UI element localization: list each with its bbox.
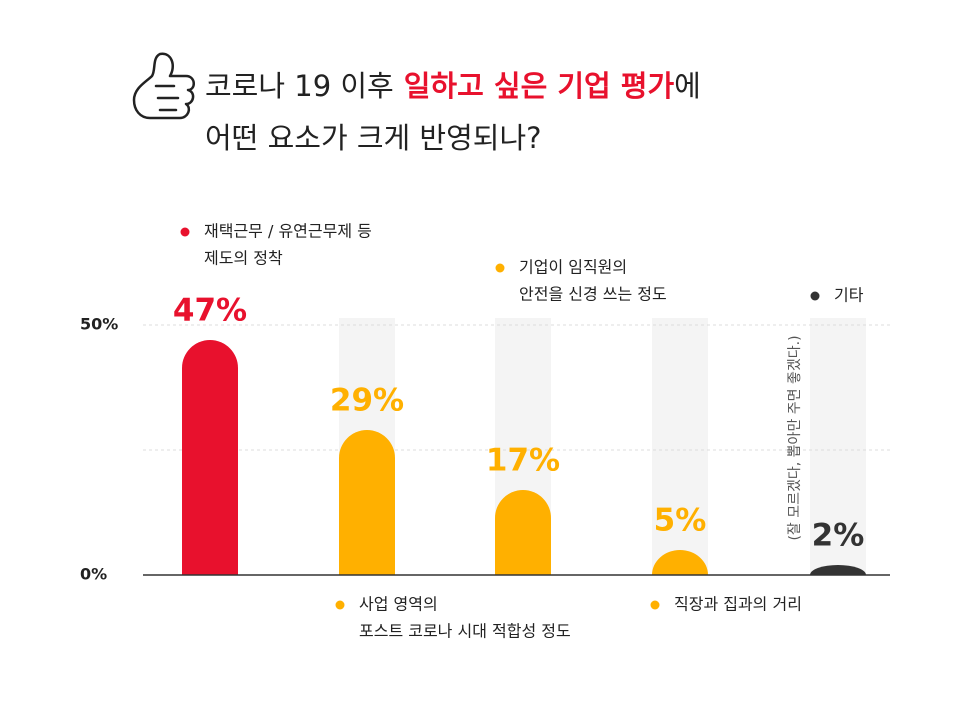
- value-label: 47%: [173, 293, 247, 329]
- legend-dot: [180, 227, 190, 237]
- value-label: 17%: [486, 443, 560, 479]
- column-background: [810, 318, 866, 575]
- title-line2: 어떤 요소가 크게 반영되나?: [205, 121, 542, 155]
- legend-dot: [495, 263, 505, 273]
- bar: [339, 430, 395, 575]
- category-label: 재택근무 / 유연근무제 등: [204, 222, 372, 241]
- title-highlight: 일하고 싶은 기업 평가: [404, 69, 675, 103]
- title-line1: 코로나 19 이후 일하고 싶은 기업 평가에: [205, 69, 701, 103]
- y-tick-label: 0%: [80, 565, 107, 584]
- legend-dot: [810, 291, 820, 301]
- legend-dot: [650, 600, 660, 610]
- bar: [182, 340, 238, 575]
- title-text: 에: [674, 69, 701, 103]
- category-label: 직장과 집과의 거리: [674, 595, 802, 614]
- bar: [652, 550, 708, 575]
- value-label: 2%: [812, 518, 865, 554]
- legend-dot: [335, 600, 345, 610]
- value-label: 29%: [330, 383, 404, 419]
- category-label: 기업이 임직원의: [519, 258, 627, 277]
- category-label: 포스트 코로나 시대 적합성 정도: [359, 622, 571, 641]
- category-label: 제도의 정착: [204, 249, 283, 268]
- category-label: 기타: [834, 286, 864, 305]
- bar: [495, 490, 551, 575]
- value-label: 5%: [654, 503, 707, 539]
- thumbs-up-icon: [132, 52, 195, 120]
- category-label: 사업 영역의: [359, 595, 438, 614]
- bar: [810, 565, 866, 575]
- annotation: (잘 모르겠다, 뽑아만 주면 좋겠다.): [787, 335, 803, 540]
- y-tick-label: 50%: [80, 315, 118, 334]
- title-text: 코로나 19 이후: [205, 69, 394, 103]
- category-label: 안전을 신경 쓰는 정도: [519, 285, 667, 304]
- column-background: [652, 318, 708, 575]
